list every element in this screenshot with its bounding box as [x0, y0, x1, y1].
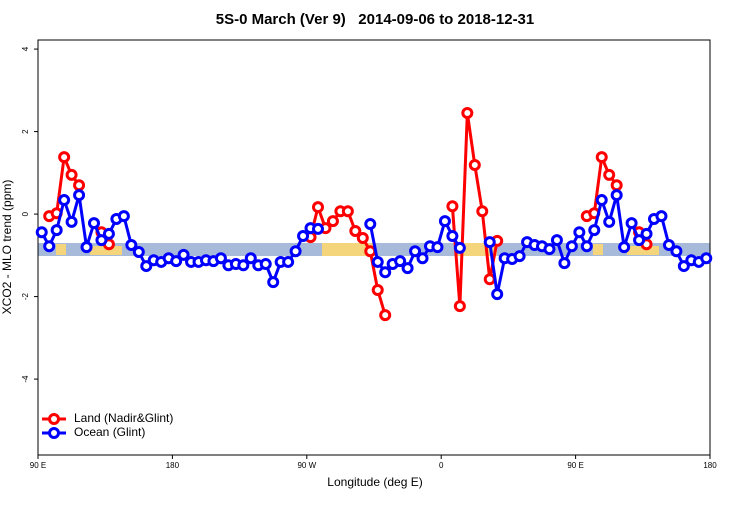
data-point [595, 151, 608, 164]
data-point [267, 276, 280, 289]
y-tick-label: -4 [21, 375, 30, 383]
data-point [312, 222, 324, 235]
data-point [633, 234, 646, 247]
data-point [573, 226, 586, 239]
data-point [50, 224, 63, 237]
data-point [170, 255, 183, 268]
data-point [364, 217, 377, 230]
data-point [43, 240, 56, 253]
data-point [282, 255, 295, 268]
data-point [461, 107, 474, 120]
data-point [677, 260, 690, 273]
data-point [177, 248, 190, 261]
data-point [700, 252, 713, 265]
data-point [326, 215, 339, 228]
data-point [558, 257, 571, 270]
data-point [379, 309, 392, 322]
data-point [297, 229, 310, 242]
chart-title: 5S-0 March (Ver 9) 2014-09-06 to 2018-12… [216, 11, 535, 28]
data-point [513, 250, 526, 263]
data-point [625, 217, 638, 230]
x-axis-label: Longitude (deg E) [327, 475, 422, 489]
x-tick-label: 90 E [30, 461, 46, 470]
data-point [132, 246, 145, 259]
data-point [371, 255, 384, 268]
x-tick-label: 180 [703, 461, 717, 470]
data-point [349, 224, 362, 237]
data-point [468, 158, 481, 171]
data-point [65, 215, 78, 228]
data-point [491, 288, 504, 301]
data-point [603, 168, 616, 181]
y-axis-label: XCO2 - MLO trend (ppm) [0, 180, 14, 315]
plot-frame [37, 39, 711, 456]
y-tick-label: 2 [21, 129, 30, 134]
data-point [117, 210, 130, 223]
data-point [73, 179, 86, 192]
data-point [438, 215, 451, 228]
data-point [446, 200, 459, 213]
data-point [446, 229, 459, 242]
legend: Land (Nadir&Glint)Ocean (Glint) [42, 411, 173, 439]
data-point [618, 241, 631, 254]
data-point [364, 245, 377, 258]
y-tick-label: 4 [21, 46, 30, 51]
data-point [453, 300, 466, 313]
data-point [670, 245, 683, 258]
data-point [356, 232, 369, 245]
data-point [588, 224, 601, 237]
legend-label: Ocean (Glint) [74, 425, 145, 439]
data-point [237, 259, 250, 272]
data-point [610, 189, 623, 202]
data-point [603, 215, 616, 228]
data-point [655, 210, 668, 223]
data-point [394, 255, 407, 268]
data-point [65, 168, 78, 181]
data-point [259, 258, 272, 271]
x-tick-label: 180 [166, 461, 180, 470]
legend-marker [48, 427, 60, 439]
legend-label: Land (Nadir&Glint) [74, 411, 173, 425]
data-point [483, 273, 496, 286]
x-tick-label: 90 E [567, 461, 583, 470]
data-point [483, 236, 496, 249]
data-point [409, 245, 422, 258]
data-point [580, 240, 593, 253]
data-point [565, 240, 578, 253]
data-point [401, 262, 414, 275]
data-point [371, 283, 384, 296]
legend-marker [48, 413, 60, 425]
data-point [58, 194, 71, 207]
data-point [640, 227, 653, 240]
data-point [550, 234, 563, 247]
data-point [102, 227, 115, 240]
data-point [95, 234, 108, 247]
data-point [379, 266, 392, 279]
data-point [595, 194, 608, 207]
data-point [312, 201, 324, 214]
data-point [80, 241, 93, 254]
data-point [214, 252, 227, 265]
data-point [431, 241, 444, 254]
y-tick-label: -2 [21, 292, 30, 300]
data-point [662, 239, 675, 252]
data-point [140, 260, 153, 273]
data-point [610, 179, 623, 192]
data-point [341, 205, 354, 218]
x-tick-label: 90 W [297, 461, 316, 470]
data-point [543, 243, 556, 256]
data-point [476, 205, 489, 218]
y-tick-label: 0 [21, 211, 30, 216]
data-point [58, 151, 71, 164]
data-point [35, 226, 48, 239]
x-tick-label: 0 [439, 461, 444, 470]
data-point [73, 189, 86, 202]
data-point [289, 245, 302, 258]
data-point [125, 239, 138, 252]
data-point [244, 252, 257, 265]
data-point [453, 241, 466, 254]
data-point [416, 252, 429, 265]
data-point [88, 217, 100, 230]
